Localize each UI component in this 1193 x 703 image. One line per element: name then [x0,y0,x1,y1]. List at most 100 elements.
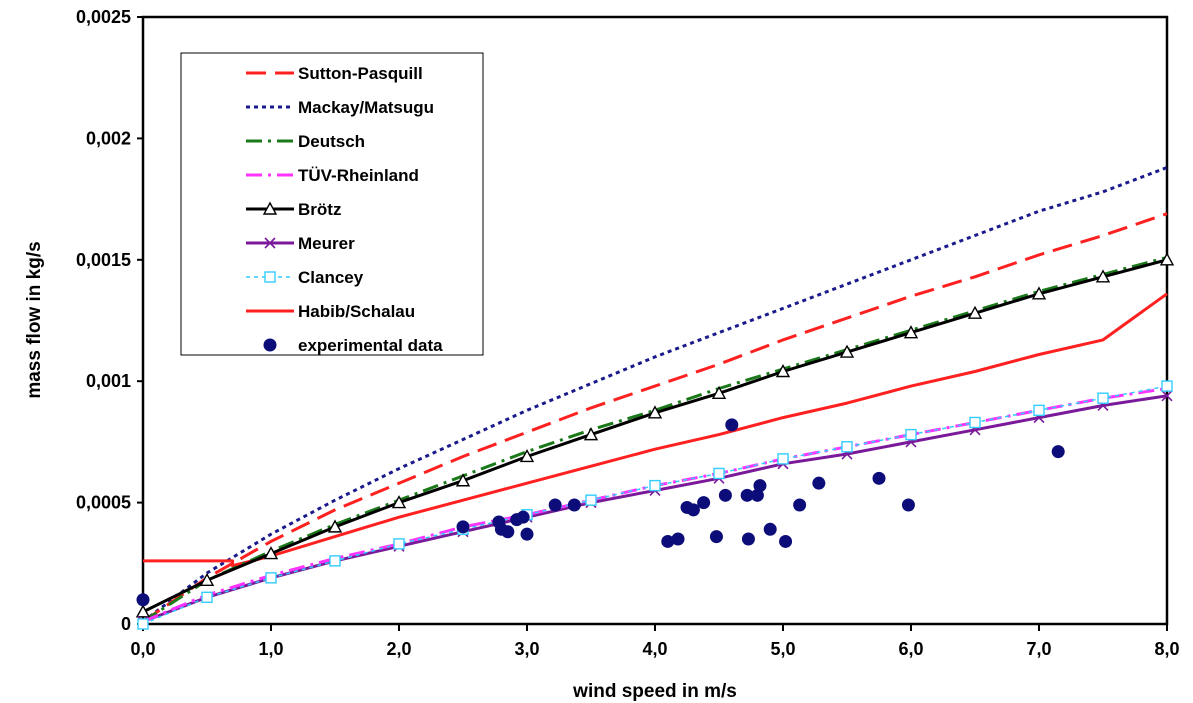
x-tick-label: 4,0 [642,639,667,659]
legend-box [180,52,484,356]
data-point [725,418,739,432]
y-tick-label: 0,0025 [76,7,131,27]
data-point [741,532,755,546]
legend-label: Habib/Schalau [298,302,415,321]
data-point [583,427,599,441]
data-point [969,416,981,429]
series-sutton-pasquill [142,212,1168,623]
x-tick-label: 8,0 [1154,639,1179,659]
data-point [455,473,471,487]
legend-item: Deutsch [246,132,365,151]
x-tick-label: 2,0 [386,639,411,659]
data-point [501,525,515,539]
data-point [1161,380,1173,392]
data-point [1031,286,1047,300]
data-point [713,467,725,480]
legend-item: TÜV-Rheinland [246,166,419,185]
data-point [393,538,405,550]
legend-label: Brötz [298,200,341,219]
x-axis-ticks: 0,0 1,0 2,0 3,0 4,0 5,0 6,0 7,0 8,0 [130,624,1180,659]
data-point [1095,269,1111,283]
legend-label: TÜV-Rheinland [298,166,419,185]
data-point [456,520,470,534]
data-point [137,618,149,630]
legend-label: Meurer [298,234,355,253]
data-point [548,498,562,512]
data-point [718,488,732,502]
y-axis-label: mass flow in kg/s [24,241,45,398]
x-tick-label: 3,0 [514,639,539,659]
series-experimental-data [136,418,1065,607]
y-tick-label: 0,0005 [76,493,131,513]
x-tick-label: 0,0 [130,639,155,659]
data-point [763,522,777,536]
data-point [905,428,917,441]
legend-item: Sutton-Pasquill [246,64,423,83]
data-point [519,449,535,463]
data-point [779,534,793,548]
data-point [711,385,727,400]
data-point [136,593,150,607]
data-point [777,453,789,465]
data-point [775,364,791,378]
legend-label: Mackay/Matsugu [298,98,434,117]
data-point [647,405,663,419]
data-point [753,479,767,493]
data-point [199,572,215,586]
data-point [697,496,711,510]
legend-swatch-marker [263,338,277,352]
legend-swatch-marker [262,201,278,215]
legend-item: Habib/Schalau [246,302,415,321]
data-point [812,476,826,490]
data-point [793,498,807,512]
y-tick-label: 0,0015 [76,250,131,270]
series-br-tz [135,252,1175,618]
legend-swatch-marker [264,271,276,283]
legend-label: Deutsch [298,132,365,151]
data-point [520,527,534,541]
data-point [391,495,407,509]
data-point [839,344,855,358]
legend-label: experimental data [298,336,443,355]
series-line [142,255,1168,623]
x-axis-label: wind speed in m/s [572,681,737,702]
data-point [329,555,341,567]
legend-swatch-marker [264,237,276,249]
legend-label: Clancey [298,268,364,287]
data-point [1159,252,1175,266]
data-point [1051,445,1065,459]
legend-item: Mackay/Matsugu [246,98,434,117]
series-layer [135,166,1175,630]
data-point [1097,392,1109,404]
data-point [265,572,277,584]
y-tick-label: 0,001 [86,371,131,391]
data-point [263,546,279,560]
data-point [686,503,700,517]
legend-label: Sutton-Pasquill [298,64,423,83]
data-point [649,479,661,492]
data-point [201,591,213,603]
legend: Sutton-Pasquill Mackay/Matsugu Deutsch TÜV-… [180,52,484,356]
x-tick-label: 7,0 [1026,639,1051,659]
data-point [872,471,886,485]
data-point [661,534,675,548]
y-tick-label: 0,002 [86,128,131,148]
legend-item: experimental data [263,336,443,355]
data-point [516,510,530,524]
legend-item: Meurer [246,234,355,253]
y-tick-label: 0 [121,614,131,634]
legend-item: Brötz [246,200,341,219]
x-tick-label: 5,0 [770,639,795,659]
data-point [709,530,723,544]
data-point [967,305,983,319]
x-tick-label: 1,0 [258,639,283,659]
data-point [671,532,685,546]
series-line [142,212,1168,623]
data-point [135,604,151,618]
data-point [903,325,919,339]
data-point [841,441,853,453]
data-point [327,519,343,533]
data-point [1033,404,1045,417]
series-deutsch [142,255,1168,623]
data-point [585,494,597,506]
